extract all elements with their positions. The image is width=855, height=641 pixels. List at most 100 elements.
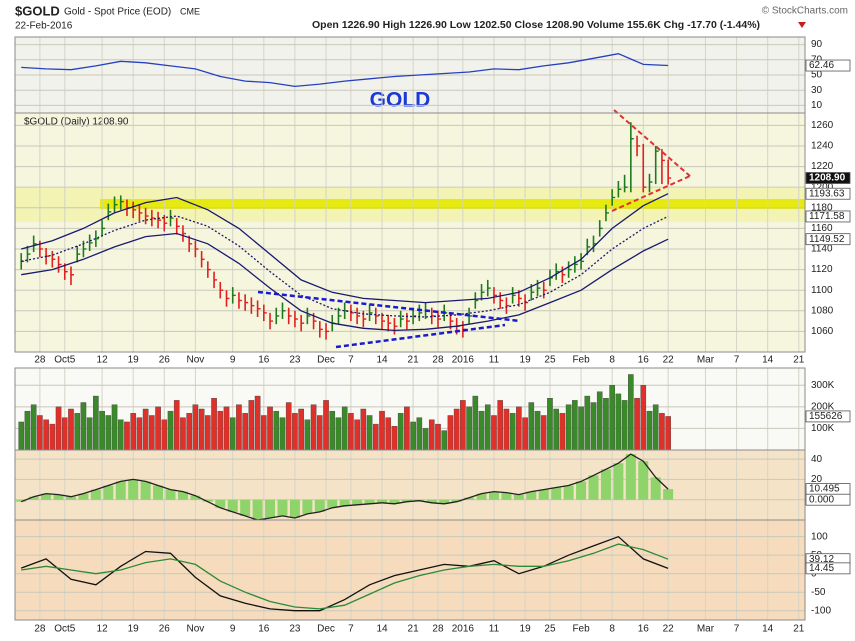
- histogram-bar: [389, 499, 400, 504]
- last-value-box: [805, 172, 851, 184]
- histogram-bar: [240, 499, 251, 516]
- volume-bar: [391, 426, 398, 450]
- volume-bar: [335, 417, 342, 450]
- volume-bar: [292, 413, 298, 450]
- y-tick-label: 1060: [811, 326, 834, 337]
- y-tick-label: 10: [811, 100, 823, 111]
- y-tick-label: 30: [811, 85, 823, 96]
- credit: © StockCharts.com: [762, 6, 848, 17]
- histogram-bar: [289, 499, 300, 518]
- volume-bar: [155, 406, 161, 450]
- x-tick-label: 9: [230, 355, 236, 366]
- x-tick-label: 23: [289, 355, 301, 366]
- volume-bar: [74, 413, 81, 450]
- x-tick-label: 14: [762, 355, 774, 366]
- volume-bar: [609, 385, 615, 450]
- histogram-bar: [314, 499, 325, 512]
- panel-frame: [14, 519, 806, 621]
- y-tick-label: 1080: [811, 305, 834, 316]
- histogram-bar: [339, 499, 350, 506]
- histogram-bar: [41, 493, 52, 500]
- histogram-bar: [252, 499, 263, 520]
- volume-bar: [615, 393, 622, 450]
- histogram-bar: [177, 491, 188, 500]
- histogram-bar: [551, 487, 562, 500]
- volume-bar: [516, 406, 522, 450]
- x-tick-label: 21: [793, 355, 805, 366]
- volume-bar: [99, 410, 105, 450]
- last-value-box: [805, 493, 851, 506]
- trendline: [335, 323, 506, 349]
- last-value-box: [805, 187, 851, 200]
- panel-marks: [15, 450, 805, 520]
- x-tick-label: Mar: [697, 624, 715, 635]
- x-tick-label: 28: [34, 355, 46, 366]
- volume-bar: [466, 406, 472, 450]
- volume-bar: [86, 417, 93, 450]
- histogram-bar: [153, 485, 164, 500]
- last-value-label: 1171.58: [809, 211, 845, 222]
- volume-bar: [634, 398, 640, 450]
- histogram-bar: [476, 493, 487, 500]
- security-name: Gold - Spot Price (EOD): [64, 7, 171, 18]
- y-tick-label: 40: [811, 454, 823, 465]
- histogram-bar: [501, 492, 512, 500]
- volume-bar: [117, 419, 124, 450]
- volume-bar: [49, 423, 56, 450]
- last-value-label: 10.495: [809, 484, 840, 495]
- histogram-bar: [190, 495, 201, 500]
- indicator-line: [20, 535, 669, 612]
- last-value-label: 62.46: [809, 60, 834, 71]
- volume-bar: [559, 413, 566, 450]
- indicator-line: [21, 53, 669, 88]
- last-value-label: 1149.52: [809, 234, 845, 245]
- x-tick-label: 21: [408, 355, 420, 366]
- volume-bar: [80, 402, 87, 450]
- x-tick-label: 16: [638, 624, 650, 635]
- histogram-bar: [513, 494, 524, 500]
- trendline: [613, 109, 691, 177]
- volume-bar: [565, 404, 572, 450]
- volume-bar: [404, 406, 410, 450]
- volume-bar: [447, 415, 454, 450]
- exchange: CME: [180, 6, 200, 16]
- volume-bar: [528, 402, 535, 450]
- y-tick-label: 1160: [811, 223, 833, 234]
- histogram-bar: [563, 485, 574, 500]
- volume-bar: [186, 413, 192, 450]
- x-tick-label: 11: [489, 624, 500, 635]
- volume-bar: [298, 408, 304, 450]
- yellow-band: [100, 199, 805, 209]
- histogram-bar: [103, 485, 114, 500]
- trendline: [257, 290, 521, 323]
- volume-bar: [441, 430, 448, 450]
- histogram-bar: [364, 499, 375, 504]
- histogram-bar: [538, 489, 549, 500]
- panel-marks: [15, 520, 805, 620]
- y-tick-label: 300K: [811, 380, 835, 391]
- y-tick-label: 50: [811, 70, 823, 81]
- histogram-bar: [115, 481, 126, 500]
- volume-bar: [310, 404, 317, 450]
- histogram-bar: [302, 499, 313, 514]
- y-tick-label: 1100: [811, 285, 833, 296]
- volume-bar: [198, 408, 205, 450]
- y-tick-label: 20: [811, 474, 823, 485]
- histogram-bar: [401, 499, 412, 502]
- histogram-bar: [65, 496, 76, 500]
- volume-bar: [223, 406, 230, 450]
- x-tick-label: 19: [520, 624, 532, 635]
- last-value-label: 1208.90: [809, 173, 846, 184]
- volume-bar: [478, 410, 485, 450]
- volume-bar: [267, 406, 273, 450]
- histogram-bar: [488, 491, 499, 500]
- last-value-label: 14.45: [809, 563, 834, 574]
- histogram-bar: [128, 479, 139, 500]
- y-tick-label: -100: [811, 605, 831, 616]
- histogram-bar: [277, 499, 288, 516]
- indicator-line: [21, 543, 669, 610]
- histogram-bar: [600, 469, 611, 500]
- volume-bar: [304, 419, 311, 450]
- volume-bar: [24, 410, 31, 450]
- volume-bar: [584, 395, 591, 450]
